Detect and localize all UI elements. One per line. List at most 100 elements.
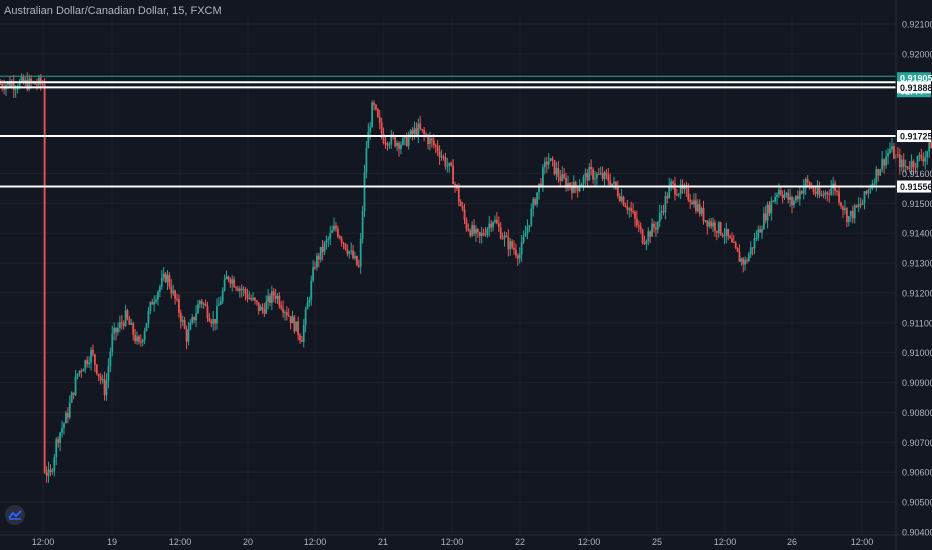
candle-up xyxy=(594,178,596,180)
candle-up xyxy=(409,130,412,138)
candle-up xyxy=(302,324,305,342)
time-tick-label: 12:00 xyxy=(304,537,327,547)
candle-down xyxy=(655,227,657,230)
candle-down xyxy=(287,315,290,317)
candle-up xyxy=(363,172,366,212)
candle-down xyxy=(624,205,627,208)
candle-down xyxy=(45,472,48,476)
candle-up xyxy=(762,213,765,230)
price-tick-label: 0.90900 xyxy=(902,378,932,388)
candle-up xyxy=(471,225,474,236)
candle-down xyxy=(423,129,426,135)
candle-down xyxy=(170,286,173,294)
candle-up xyxy=(867,189,870,194)
candle-up xyxy=(55,439,58,458)
candle-up xyxy=(331,230,334,233)
candle-up xyxy=(217,304,220,306)
candle-up xyxy=(578,187,581,191)
candle-up xyxy=(166,275,169,283)
candle-down xyxy=(378,116,381,123)
candle-up xyxy=(802,186,805,194)
time-tick-label: 19 xyxy=(107,537,117,547)
price-tick-label: 0.92000 xyxy=(902,49,932,59)
candle-down xyxy=(95,364,98,374)
candle-down xyxy=(164,273,167,283)
candle-down xyxy=(787,192,790,200)
candle-down xyxy=(490,223,493,228)
candle-up xyxy=(189,322,192,330)
candle-down xyxy=(39,77,42,84)
candle-up xyxy=(844,208,846,211)
candle-down xyxy=(601,173,604,179)
candle-up xyxy=(783,194,786,198)
candle-down xyxy=(57,439,60,443)
candle-down xyxy=(263,309,266,314)
candle-up xyxy=(804,178,807,187)
tradingview-logo-icon[interactable] xyxy=(5,505,25,525)
candle-up xyxy=(561,174,564,181)
candle-up xyxy=(158,286,161,292)
candle-up xyxy=(740,258,743,262)
candle-down xyxy=(828,194,831,196)
candle-down xyxy=(335,225,337,229)
candle-up xyxy=(59,432,62,443)
candle-up xyxy=(611,183,614,186)
candle-down xyxy=(551,158,554,161)
candle-down xyxy=(346,249,349,254)
candle-up xyxy=(798,191,801,200)
candle-up xyxy=(74,376,77,395)
candle-up xyxy=(628,208,631,210)
candle-down xyxy=(436,146,439,152)
candle-up xyxy=(928,141,931,152)
candle-down xyxy=(168,275,171,287)
candle-down xyxy=(469,230,472,236)
candle-down xyxy=(438,151,441,158)
candle-up xyxy=(853,205,856,219)
candle-down xyxy=(138,336,140,342)
candle-down xyxy=(877,169,880,176)
candle-down xyxy=(99,376,102,380)
candle-down xyxy=(742,258,745,265)
candle-down xyxy=(43,84,46,473)
level-price-label: 0.91888 xyxy=(900,83,932,93)
candle-down xyxy=(694,200,697,212)
candle-up xyxy=(388,144,391,146)
candle-down xyxy=(516,255,519,259)
candle-up xyxy=(145,323,148,331)
candle-up xyxy=(555,168,558,175)
time-tick-label: 12:00 xyxy=(169,537,192,547)
candle-up xyxy=(65,412,67,424)
candle-up xyxy=(10,82,13,88)
candle-down xyxy=(715,231,718,233)
candle-down xyxy=(574,181,577,189)
candle-up xyxy=(789,196,792,200)
candle-up xyxy=(155,299,157,302)
candle-down xyxy=(411,130,414,134)
candle-up xyxy=(221,290,224,302)
candle-up xyxy=(712,222,714,227)
candle-up xyxy=(528,225,531,228)
candle-down xyxy=(630,208,633,212)
candle-up xyxy=(725,228,728,236)
candle-down xyxy=(22,77,25,84)
candle-up xyxy=(766,204,769,221)
candle-up xyxy=(761,229,763,233)
candle-down xyxy=(92,349,94,355)
candle-up xyxy=(238,288,241,291)
candle-up xyxy=(157,291,159,300)
candle-down xyxy=(800,191,803,194)
candle-up xyxy=(316,255,318,268)
time-tick-label: 21 xyxy=(378,537,388,547)
candle-down xyxy=(380,122,383,134)
horizontal-levels[interactable] xyxy=(0,75,896,188)
candle-down xyxy=(132,323,135,336)
candle-down xyxy=(565,177,567,188)
candle-up xyxy=(770,200,773,214)
candle-down xyxy=(421,128,424,130)
candle-down xyxy=(321,246,324,253)
candle-down xyxy=(898,154,901,168)
candle-up xyxy=(390,134,393,145)
candle-down xyxy=(246,293,249,299)
